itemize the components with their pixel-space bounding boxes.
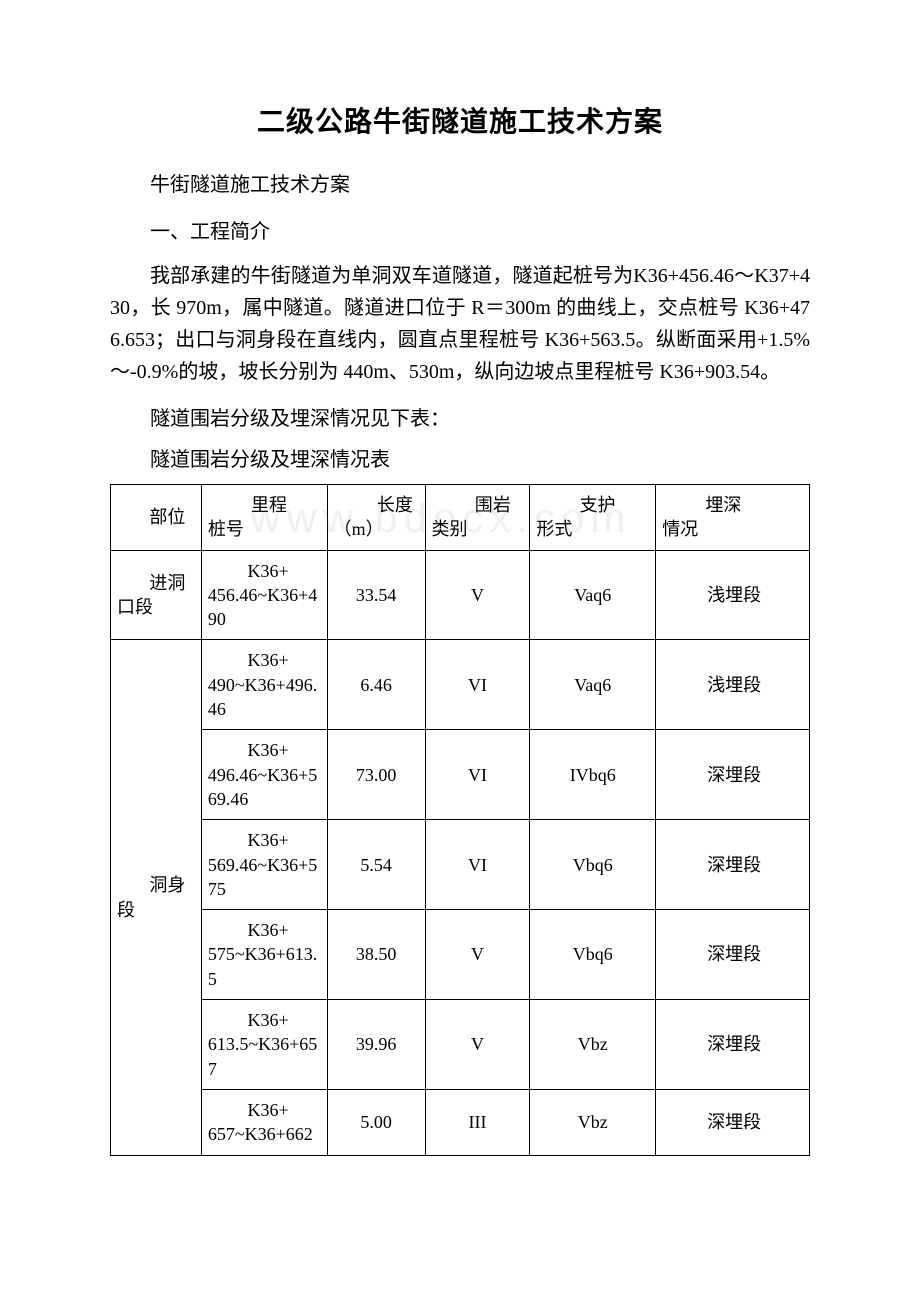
cell-changdu: 6.46	[327, 640, 425, 730]
cell-licheng-prefix: K36+	[208, 648, 321, 672]
cell-buwei: 进洞口段	[111, 550, 202, 640]
section-header: 一、工程简介	[110, 215, 810, 244]
th-buwei: 部位	[111, 485, 202, 551]
cell-licheng-prefix: K36+	[208, 1098, 321, 1122]
th-changdu-l1: 长度	[334, 493, 419, 517]
cell-licheng-prefix: K36+	[208, 1008, 321, 1032]
cell-buwei: 洞身段	[111, 640, 202, 1155]
cell-changdu: 38.50	[327, 910, 425, 1000]
table-row: 进洞口段 K36+ 456.46~K36+490 33.54 V Vaq6 浅埋…	[111, 550, 810, 640]
table-row: K36+ 569.46~K36+575 5.54 VI Vbq6 深埋段	[111, 820, 810, 910]
cell-licheng-rest: 575~K36+613.5	[208, 944, 317, 988]
cell-licheng: K36+ 490~K36+496.46	[201, 640, 327, 730]
cell-changdu: 33.54	[327, 550, 425, 640]
cell-changdu: 5.54	[327, 820, 425, 910]
cell-zhihu: Vbz	[530, 1089, 656, 1155]
cell-weiyan: VI	[425, 640, 530, 730]
tunnel-rock-table: 部位 里程 桩号 长度 （m） 围岩 类别 支护 形式	[110, 484, 810, 1156]
cell-licheng-rest: 496.46~K36+569.46	[208, 765, 317, 809]
table-intro-line-1: 隧道围岩分级及埋深情况见下表：	[110, 402, 810, 431]
th-changdu: 长度 （m）	[327, 485, 425, 551]
table-title: 隧道围岩分级及埋深情况表	[110, 443, 810, 472]
th-licheng-l2: 桩号	[208, 517, 321, 541]
cell-licheng: K36+ 657~K36+662	[201, 1089, 327, 1155]
th-maishen: 埋深 情况	[656, 485, 810, 551]
th-licheng-l1: 里程	[208, 493, 321, 517]
document-subtitle: 牛街隧道施工技术方案	[110, 168, 810, 197]
th-zhihu-l1: 支护	[536, 493, 649, 517]
table-row: K36+ 657~K36+662 5.00 III Vbz 深埋段	[111, 1089, 810, 1155]
cell-zhihu: IVbq6	[530, 730, 656, 820]
cell-zhihu: Vaq6	[530, 640, 656, 730]
cell-changdu: 5.00	[327, 1089, 425, 1155]
th-maishen-l2: 情况	[662, 517, 803, 541]
table-row: 洞身段 K36+ 490~K36+496.46 6.46 VI Vaq6 浅埋段	[111, 640, 810, 730]
cell-licheng-rest: 657~K36+662	[208, 1124, 313, 1144]
cell-maishen: 深埋段	[656, 820, 810, 910]
th-changdu-l2: （m）	[334, 517, 419, 541]
th-weiyan: 围岩 类别	[425, 485, 530, 551]
cell-maishen: 深埋段	[656, 730, 810, 820]
cell-zhihu: Vbq6	[530, 910, 656, 1000]
document-title: 二级公路牛街隧道施工技术方案	[110, 100, 810, 140]
table-header-row: 部位 里程 桩号 长度 （m） 围岩 类别 支护 形式	[111, 485, 810, 551]
cell-licheng-prefix: K36+	[208, 738, 321, 762]
table-row: K36+ 575~K36+613.5 38.50 V Vbq6 深埋段	[111, 910, 810, 1000]
paragraph-main: 我部承建的牛街隧道为单洞双车道隧道，隧道起桩号为K36+456.46～K37+4…	[110, 260, 810, 388]
cell-licheng-prefix: K36+	[208, 559, 321, 583]
cell-licheng-prefix: K36+	[208, 918, 321, 942]
cell-licheng: K36+ 496.46~K36+569.46	[201, 730, 327, 820]
th-zhihu-l2: 形式	[536, 517, 649, 541]
cell-changdu: 39.96	[327, 1000, 425, 1090]
cell-licheng-rest: 613.5~K36+657	[208, 1034, 317, 1078]
cell-licheng: K36+ 456.46~K36+490	[201, 550, 327, 640]
cell-maishen: 浅埋段	[656, 640, 810, 730]
cell-weiyan: V	[425, 910, 530, 1000]
cell-zhihu: Vbz	[530, 1000, 656, 1090]
cell-weiyan: V	[425, 1000, 530, 1090]
cell-maishen: 深埋段	[656, 1000, 810, 1090]
th-weiyan-l2: 类别	[432, 517, 524, 541]
cell-weiyan: VI	[425, 730, 530, 820]
cell-weiyan: V	[425, 550, 530, 640]
cell-zhihu: Vbq6	[530, 820, 656, 910]
cell-licheng-prefix: K36+	[208, 828, 321, 852]
cell-maishen: 深埋段	[656, 910, 810, 1000]
th-maishen-l1: 埋深	[662, 493, 803, 517]
cell-changdu: 73.00	[327, 730, 425, 820]
th-licheng: 里程 桩号	[201, 485, 327, 551]
th-buwei-text: 部位	[149, 507, 185, 527]
cell-licheng: K36+ 575~K36+613.5	[201, 910, 327, 1000]
cell-weiyan: VI	[425, 820, 530, 910]
cell-licheng: K36+ 569.46~K36+575	[201, 820, 327, 910]
table-row: K36+ 613.5~K36+657 39.96 V Vbz 深埋段	[111, 1000, 810, 1090]
cell-zhihu: Vaq6	[530, 550, 656, 640]
cell-weiyan: III	[425, 1089, 530, 1155]
cell-licheng-rest: 569.46~K36+575	[208, 855, 317, 899]
cell-licheng-rest: 456.46~K36+490	[208, 585, 317, 629]
cell-maishen: 深埋段	[656, 1089, 810, 1155]
cell-licheng: K36+ 613.5~K36+657	[201, 1000, 327, 1090]
th-weiyan-l1: 围岩	[432, 493, 524, 517]
cell-licheng-rest: 490~K36+496.46	[208, 675, 317, 719]
cell-maishen: 浅埋段	[656, 550, 810, 640]
th-zhihu: 支护 形式	[530, 485, 656, 551]
table-row: K36+ 496.46~K36+569.46 73.00 VI IVbq6 深埋…	[111, 730, 810, 820]
